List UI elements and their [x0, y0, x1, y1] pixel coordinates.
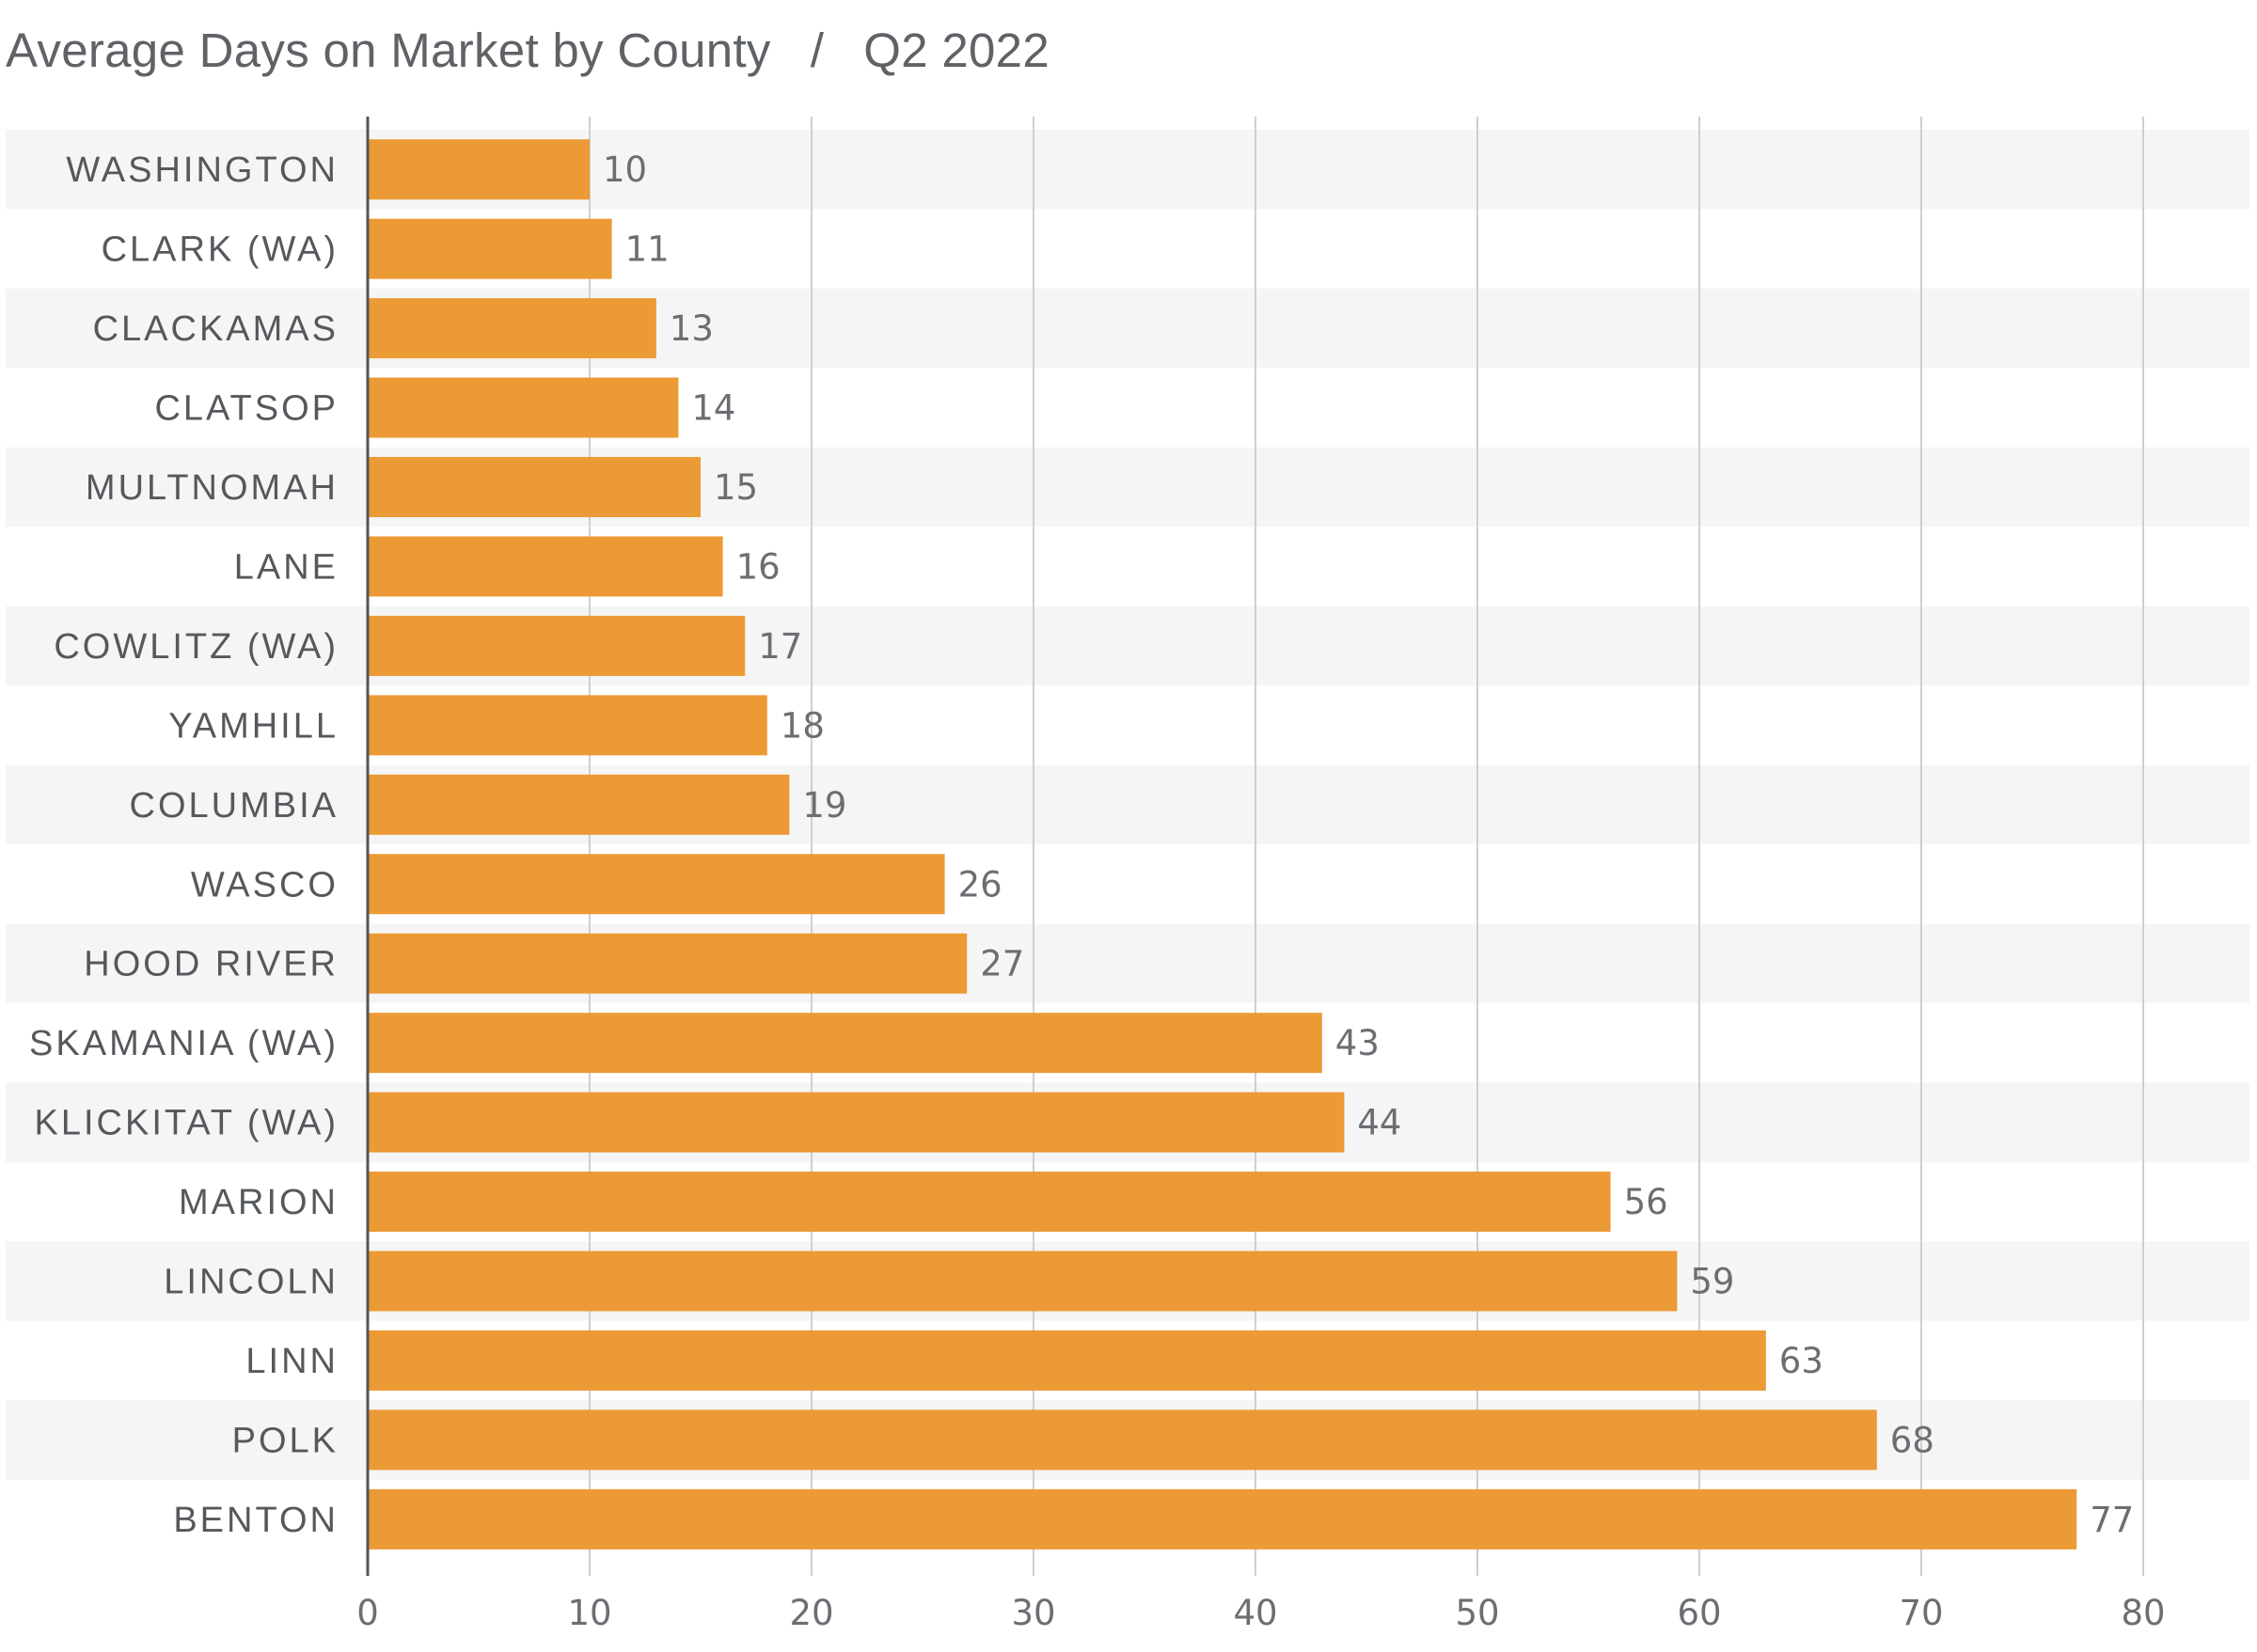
category-label: HOOD RIVER: [84, 945, 339, 984]
bar: [368, 1172, 1611, 1233]
bar: [368, 854, 945, 915]
data-label: 59: [1690, 1262, 1734, 1302]
data-label: 27: [980, 944, 1024, 984]
x-tick-label: 60: [1677, 1593, 1721, 1633]
category-label: SKAMANIA (WA): [29, 1024, 339, 1063]
data-label: 16: [736, 546, 781, 587]
x-tick-label: 50: [1455, 1593, 1499, 1633]
data-label: 17: [758, 626, 802, 667]
data-label: 14: [691, 388, 735, 429]
data-label: 15: [714, 467, 758, 508]
category-labels: WASHINGTON CLARK (WA) CLACKAMAS CLATSOP MULT…: [29, 150, 339, 1540]
data-label: 56: [1624, 1182, 1668, 1222]
row-stripe: [6, 764, 2249, 845]
bar: [368, 298, 656, 359]
category-label: CLACKAMAS: [93, 309, 339, 349]
category-label: LANE: [234, 547, 339, 587]
data-label: 63: [1779, 1341, 1823, 1381]
bar: [368, 1409, 1877, 1471]
category-label: CLATSOP: [154, 389, 339, 429]
x-tick-label: 30: [1011, 1593, 1055, 1633]
bar: [368, 457, 701, 518]
x-tick-label: 40: [1233, 1593, 1277, 1633]
data-label: 19: [802, 785, 846, 826]
chart-title-separator: /: [810, 24, 825, 77]
x-tick-label: 10: [567, 1593, 611, 1633]
bars: [368, 139, 2077, 1550]
category-label: COLUMBIA: [130, 786, 339, 826]
chart-title-period: Q2 2022: [863, 24, 1050, 77]
data-label: 77: [2090, 1500, 2134, 1540]
bar: [368, 1251, 1678, 1312]
x-axis-ticks: 0 10 20 30 40 50 60 70 80: [356, 1593, 2165, 1633]
data-label: 11: [625, 229, 670, 270]
data-label: 26: [958, 864, 1002, 905]
data-label: 18: [781, 705, 825, 746]
bar: [368, 377, 679, 438]
data-label: 10: [603, 149, 647, 190]
bar: [368, 615, 746, 676]
data-label: 13: [670, 308, 714, 349]
row-stripe: [6, 288, 2249, 369]
category-label: YAMHILL: [168, 706, 339, 746]
category-label: COWLITZ (WA): [54, 627, 339, 667]
row-stripe: [6, 447, 2249, 527]
bar: [368, 1329, 1766, 1391]
category-label: LINCOLN: [164, 1263, 339, 1302]
x-tick-label: 80: [2121, 1593, 2165, 1633]
bar: [368, 536, 723, 597]
category-label: WASCO: [191, 865, 339, 905]
category-label: BENTON: [173, 1501, 339, 1540]
x-tick-label: 20: [789, 1593, 833, 1633]
category-label: MULTNOMAH: [86, 468, 339, 508]
chart-title-main: Average Days on Market by County: [6, 24, 771, 77]
bar: [368, 1488, 2077, 1550]
bar: [368, 1013, 1322, 1074]
category-label: POLK: [232, 1421, 339, 1460]
category-label: KLICKITAT (WA): [35, 1104, 339, 1143]
x-tick-label: 70: [1899, 1593, 1943, 1633]
x-tick-label: 0: [356, 1593, 379, 1633]
bar: [368, 218, 612, 279]
bar: [368, 139, 590, 200]
category-label: WASHINGTON: [66, 150, 339, 190]
data-label: 44: [1357, 1103, 1401, 1143]
row-stripe: [6, 606, 2249, 686]
bar: [368, 695, 767, 756]
data-label: 43: [1335, 1023, 1380, 1063]
bar: [368, 774, 790, 835]
bar: [368, 933, 968, 994]
row-stripe: [6, 130, 2249, 210]
chart-title: Average Days on Market by County / Q2 2022: [6, 23, 1050, 78]
bar: [368, 1092, 1345, 1153]
row-stripe: [6, 923, 2249, 1003]
category-label: MARION: [179, 1183, 339, 1222]
data-label: 68: [1890, 1420, 1934, 1460]
category-label: LINN: [245, 1342, 339, 1381]
category-label: CLARK (WA): [102, 230, 339, 270]
